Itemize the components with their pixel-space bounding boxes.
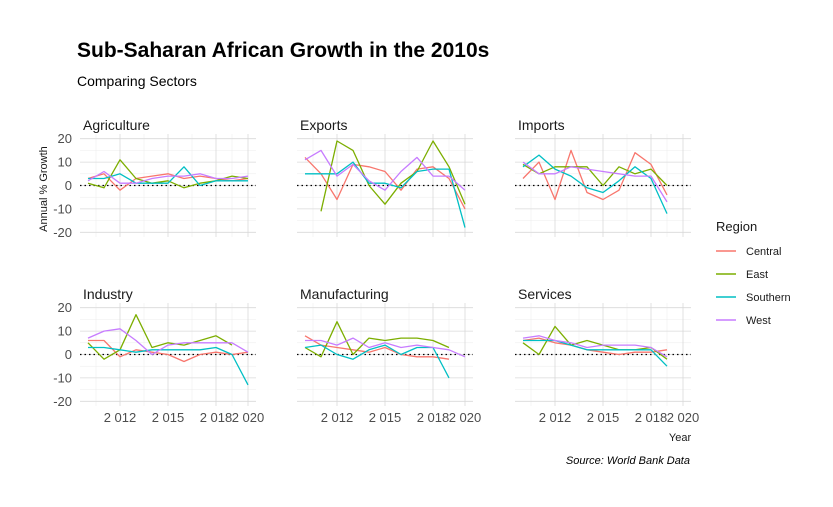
legend-item-east: East: [716, 269, 768, 281]
panel-exports: Exports: [297, 117, 473, 237]
y-axis-title: Annual % Growth: [38, 146, 50, 232]
legend-title: Region: [716, 219, 757, 234]
legend-label: Southern: [746, 292, 791, 304]
chart-title: Sub-Saharan African Growth in the 2010s: [77, 39, 489, 62]
panel-title: Industry: [83, 286, 133, 302]
x-tick-label: 2 015: [152, 410, 185, 425]
caption: Source: World Bank Data: [566, 455, 690, 467]
panel-imports: Imports: [515, 117, 691, 237]
x-tick-label: 2 015: [587, 410, 620, 425]
y-tick-label: 20: [58, 300, 72, 315]
y-tick-label: 10: [58, 324, 72, 339]
series-line-west: [305, 337, 466, 358]
x-tick-label: 2 020: [449, 410, 482, 425]
panel-title: Imports: [518, 117, 565, 133]
x-tick-label: 2 018: [417, 410, 450, 425]
y-tick-label: -10: [53, 201, 72, 216]
x-tick-label: 2 018: [635, 410, 668, 425]
legend-item-central: Central: [716, 246, 781, 258]
legend-label: East: [746, 269, 768, 281]
series-line-southern: [522, 154, 668, 214]
panel-title: Agriculture: [83, 117, 150, 133]
series-line-southern: [88, 166, 248, 187]
series-line-central: [304, 335, 450, 360]
y-tick-label: 10: [58, 155, 72, 170]
x-tick-label: 2 015: [369, 410, 402, 425]
series-line-central: [522, 149, 668, 201]
panel-title: Services: [518, 286, 572, 302]
panel-title: Manufacturing: [300, 286, 389, 302]
series-line-west: [87, 170, 249, 184]
series-line-central: [304, 156, 466, 210]
series-line-west: [87, 328, 249, 356]
series-line-east: [320, 140, 466, 212]
x-tick-label: 2 012: [321, 410, 354, 425]
panel-manufacturing: Manufacturing 2 012 2 015 2 018 2 020: [297, 286, 481, 425]
x-tick-label: 2 020: [667, 410, 700, 425]
series-line-east: [87, 314, 233, 360]
panel-title: Exports: [300, 117, 347, 133]
series-line-east: [304, 321, 450, 358]
panel-services: Services 2 012 2 015 2 018 2 020: [515, 286, 699, 425]
x-tick-label: 2 020: [232, 410, 265, 425]
panels-container: Agriculture -20 -10 0 10 20 Exports Imports Indu…: [53, 117, 699, 425]
y-tick-label: 20: [58, 131, 72, 146]
legend-item-west: West: [716, 315, 771, 327]
y-tick-label: -20: [53, 225, 72, 240]
series-line-southern: [305, 161, 466, 228]
legend: Region Central East Southern West: [716, 219, 791, 327]
y-tick-label: -20: [53, 394, 72, 409]
x-tick-label: 2 018: [200, 410, 233, 425]
y-tick-label: 0: [65, 178, 72, 193]
series-line-southern: [523, 339, 668, 367]
series-line-west: [522, 161, 668, 203]
panel-industry: Industry -20 -10 0 10 20 2 012 2 015 2 018 2 020: [53, 286, 264, 425]
y-tick-label: -10: [53, 370, 72, 385]
x-axis-title: Year: [669, 432, 692, 444]
panel-agriculture: Agriculture -20 -10 0 10 20: [53, 117, 256, 240]
series-line-central: [88, 339, 249, 363]
x-tick-label: 2 012: [539, 410, 572, 425]
series-line-east: [522, 163, 668, 187]
series-line-west: [522, 335, 668, 358]
legend-label: West: [746, 315, 771, 327]
series-line-west: [304, 149, 466, 191]
x-tick-label: 2 012: [104, 410, 137, 425]
series-line-southern: [88, 346, 249, 386]
chart-subtitle: Comparing Sectors: [77, 73, 197, 89]
series-line-southern: [304, 344, 450, 379]
legend-item-southern: Southern: [716, 292, 791, 304]
legend-label: Central: [746, 246, 781, 258]
y-tick-label: 0: [65, 347, 72, 362]
series-line-east: [87, 159, 249, 189]
